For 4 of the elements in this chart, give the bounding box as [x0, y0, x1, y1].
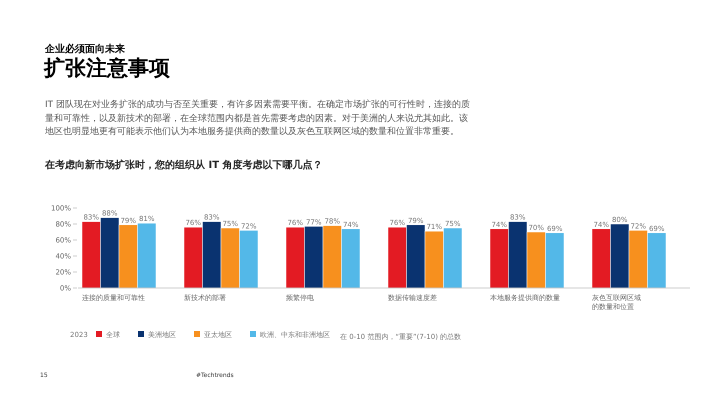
annotation: 企业必须面向未来	[45, 42, 125, 56]
title: 扩张注意事项	[44, 55, 170, 82]
subtitle: IT 团队现在对业务扩张的成功与否至关重要，有许多因素需要平衡。在确定市场扩张的可行性时，连接的质量和可靠性，以及新技术的部署，在全球范围内都是首先需要考虑的因素。对于美洲的人来说尤其如此。该地区也明显地更有可能表示他们认为本地服务提供商的数量以及灰色互联网区域的数量和位置非常重要。	[45, 99, 470, 139]
annotation: 在考虑向新市场扩张时，您的组织从 IT 角度考虑以下哪几点？	[45, 158, 323, 172]
